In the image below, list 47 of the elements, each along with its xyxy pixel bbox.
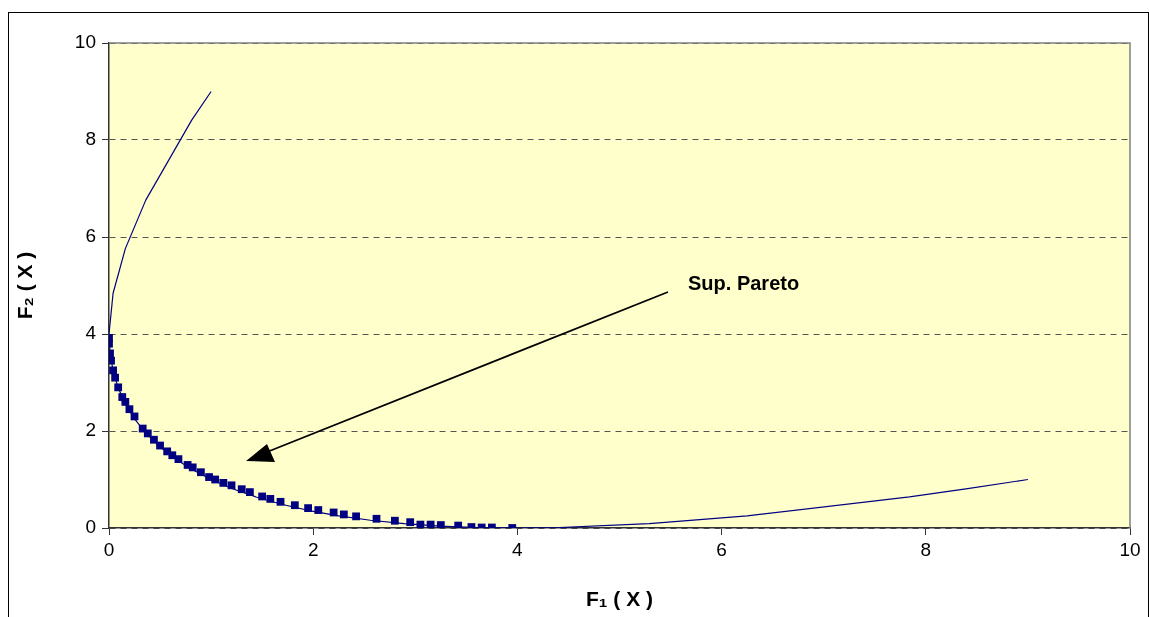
annotation: Sup. Pareto [688,272,800,295]
x-tick-label: 2 [307,538,319,560]
point [436,521,445,528]
y-tick-label: 10 [74,31,96,53]
point [143,429,152,438]
point [211,475,220,484]
x-tick-label: 6 [716,538,727,560]
point [188,463,197,472]
point [125,405,134,414]
point [246,488,254,496]
point [174,455,183,464]
x-tick-label: 10 [1119,538,1141,560]
point [390,516,399,525]
point [197,468,205,477]
y-tick-label: 4 [85,322,97,344]
point [237,485,246,494]
y-tick-label: 2 [85,419,96,441]
point [372,514,381,523]
point [304,504,312,512]
point [314,506,323,514]
point [121,398,130,406]
point [227,481,236,490]
y-axis-title: F₂ ( X ) [13,251,37,320]
point [150,435,158,444]
y-tick-label: 8 [85,128,96,150]
x-tick-label: 0 [103,538,115,560]
point [168,451,177,460]
point [329,508,338,517]
point [454,521,463,528]
y-tick-label: 0 [85,516,96,538]
point [111,373,120,382]
point [406,518,415,527]
point [219,479,228,487]
point [339,510,348,519]
point [114,383,123,392]
point [276,497,285,506]
point [266,495,275,503]
point [109,366,117,375]
y-tick-label: 6 [85,225,96,247]
x-tick-label: 8 [920,538,932,560]
point [258,492,267,501]
point [290,501,299,510]
x-axis-title: F₁ ( X ) [585,587,654,611]
point [352,512,360,521]
point [426,520,435,528]
x-tick-label: 4 [512,538,524,560]
point [156,441,164,450]
